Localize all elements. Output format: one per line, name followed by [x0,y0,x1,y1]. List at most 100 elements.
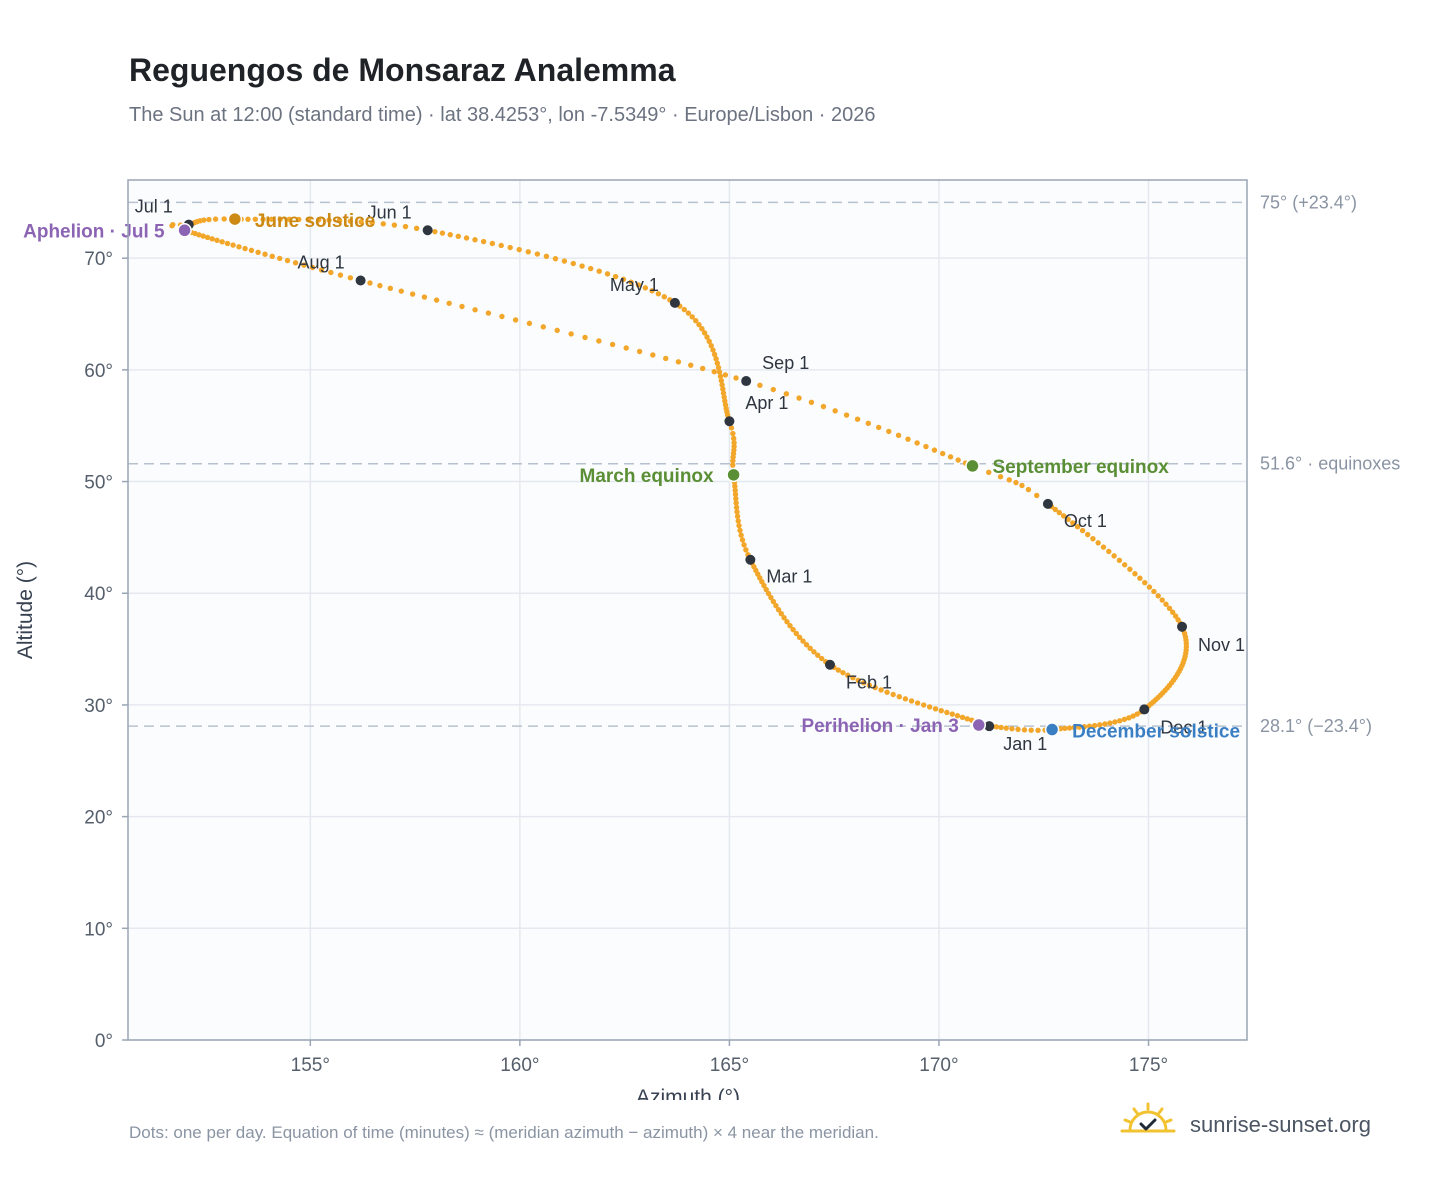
daily-position-dot [993,724,1000,730]
daily-position-dot [716,369,723,375]
daily-position-dot [931,447,938,453]
month-markers: Jan 1 Feb 1 Mar 1 Apr 1 May 1 Jun 1 Jul 1 Aug 1… [135,197,1245,754]
daily-position-dot [914,700,921,706]
month-label: Jul 1 [135,197,173,217]
daily-position-dot [796,395,802,401]
daily-position-dot [1009,726,1015,732]
daily-position-dot [793,630,800,637]
daily-position-dot [661,294,668,300]
daily-position-dot [655,291,662,297]
month-marker [1177,621,1188,632]
daily-position-dot [1056,509,1063,516]
daily-position-dot [367,280,373,286]
daily-position-dot [731,440,737,446]
daily-position-dot [650,352,656,358]
daily-position-dot [446,300,452,306]
daily-position-dot [1107,720,1113,726]
daily-position-dot [318,267,325,273]
daily-position-dot [1052,506,1058,513]
daily-position-dot [1081,723,1088,730]
daily-position-dot [688,362,694,368]
plot-background [128,180,1247,1040]
daily-position-dot [301,262,307,268]
brand-logo[interactable]: sunrise-sunset.org [1120,1100,1390,1150]
daily-position-dot [1070,520,1076,526]
month-marker [422,225,433,236]
daily-position-dot [214,237,220,244]
daily-position-dot [955,457,961,463]
daily-position-dot [554,327,560,334]
month-marker [984,721,995,732]
daily-position-dot [732,483,738,489]
daily-position-dot [1091,722,1098,729]
daily-position-dot [284,257,291,264]
daily-position-dot [230,242,236,248]
daily-position-dot [1006,477,1012,483]
month-label: Aug 1 [298,253,345,273]
month-marker [745,554,756,565]
daily-position-dot [1021,727,1028,733]
daily-position-dot [781,615,787,621]
event-label: Aphelion · Jul 5 [23,221,165,242]
daily-position-dot [1003,725,1009,731]
daily-position-dot [543,253,550,260]
daily-position-dot [1132,571,1138,577]
daily-position-dot [1151,588,1157,595]
daily-position-dot [1102,721,1108,727]
daily-position-dot [1097,722,1103,728]
daily-position-dot [675,359,682,365]
daily-position-dot [459,303,465,310]
daily-position-dot [507,244,513,251]
daily-position-dot [701,330,708,336]
daily-position-dot [861,680,867,686]
daily-position-dot [1076,724,1083,730]
daily-position-dot [845,672,851,678]
daily-position-dot [738,532,744,538]
daily-position-dot [939,450,946,457]
daily-position-dot [1065,516,1071,523]
daily-position-dot [706,338,712,345]
daily-position-dot [326,217,332,223]
y-tick-label: 20° [84,808,113,829]
daily-position-dot [1121,562,1128,568]
y-tick-label: 0° [95,1031,113,1052]
y-tick-label: 10° [84,919,113,940]
daily-position-dot [895,432,902,439]
daily-position-dot [938,707,944,714]
daily-position-dot [1159,597,1165,603]
daily-position-dot [765,590,772,597]
daily-position-dot [884,689,890,695]
daily-position-dot [878,687,884,693]
x-tick-label: 165° [710,1055,749,1076]
daily-position-dot [757,382,763,388]
daily-position-dot [711,351,718,358]
daily-position-dot [730,430,736,437]
chart-title: Reguengos de Monsaraz Analemma [129,52,676,88]
daily-position-dot [221,216,227,222]
daily-position-dot [743,547,749,553]
daily-position-dot [902,696,909,702]
daily-position-dot [315,217,322,223]
daily-position-dot [775,606,782,613]
daily-position-dot [820,403,827,410]
daily-position-dot [1106,548,1112,555]
daily-position-dot [398,288,404,294]
daily-position-dot [730,435,737,442]
daily-position-dot [1086,723,1093,729]
daily-position-dot [347,275,354,281]
month-label: May 1 [610,275,659,295]
daily-position-dot [704,334,710,340]
daily-position-dot [1085,531,1091,538]
daily-position-dot [1127,566,1133,572]
daily-position-dot [689,314,695,320]
month-label: Mar 1 [766,567,812,587]
daily-position-dot [1130,713,1136,719]
daily-position-dot [736,522,742,529]
daily-position-dot [421,294,428,300]
daily-position-dot [790,626,796,633]
daily-position-dot [721,394,727,400]
x-tick-label: 155° [291,1055,330,1076]
daily-position-dot [840,669,846,676]
daily-position-dot [815,652,821,658]
daily-position-dot [540,324,546,330]
